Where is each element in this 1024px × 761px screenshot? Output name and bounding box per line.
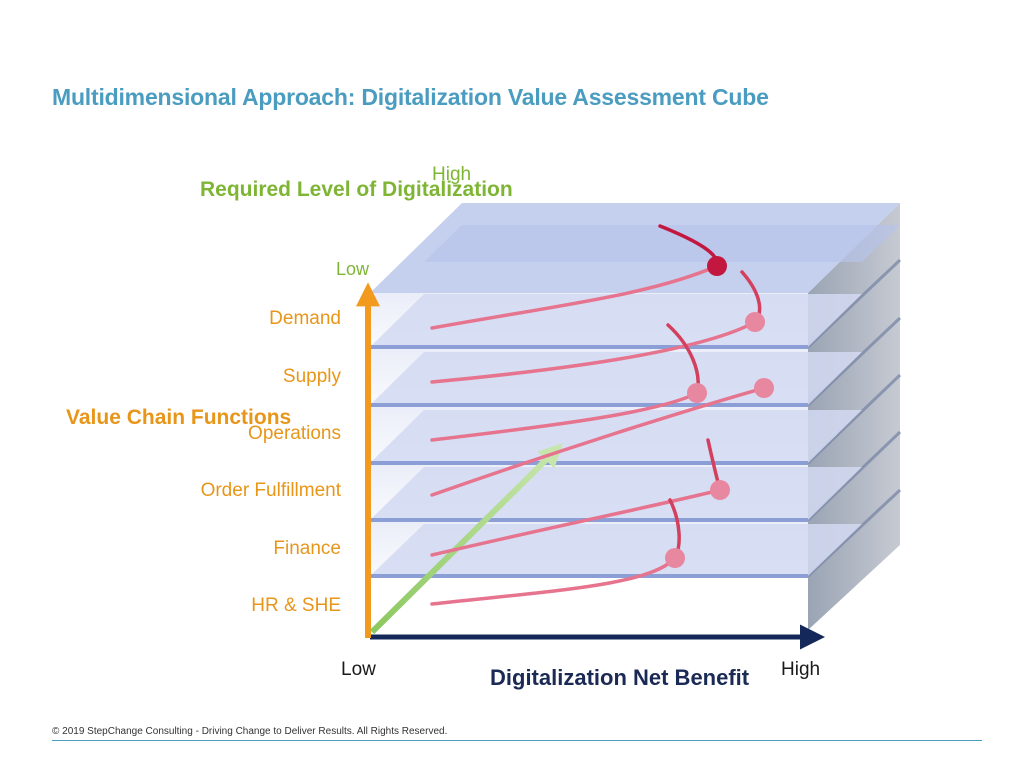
marker-order-fulfillment xyxy=(754,378,774,398)
curve-operations xyxy=(430,391,699,442)
side-layer-dividers xyxy=(806,258,902,578)
marker-hr-she xyxy=(665,548,685,568)
curve-hr-she xyxy=(430,556,677,606)
marker-supply xyxy=(745,312,765,332)
z-axis-arrow xyxy=(369,443,563,635)
value-chain-axis-title: Value Chain Functions xyxy=(66,406,292,429)
function-label-finance: Finance xyxy=(273,538,341,559)
layer-slab xyxy=(370,576,808,630)
function-label-hr-she: HR & SHE xyxy=(251,595,341,616)
top-layer-band xyxy=(424,225,900,262)
net-benefit-high-label: High xyxy=(781,659,821,680)
curve-supply xyxy=(430,320,757,384)
required-level-axis-title: Required Level of Digitalization xyxy=(200,178,513,201)
benefit-markers xyxy=(665,256,774,568)
page-title: Multidimensional Approach: Digitalizatio… xyxy=(52,84,769,110)
marker-finance xyxy=(710,480,730,500)
net-benefit-low-label: Low xyxy=(341,659,376,680)
required-level-low-label: Low xyxy=(336,259,370,279)
benefit-curves xyxy=(430,224,766,606)
function-label-operations: Operations xyxy=(248,423,341,444)
net-benefit-axis-title: Digitalization Net Benefit xyxy=(490,665,750,690)
curve-finance xyxy=(430,488,722,557)
marker-operations xyxy=(687,383,707,403)
function-label-order-fulfillment: Order Fulfillment xyxy=(200,480,341,501)
function-label-supply: Supply xyxy=(282,366,341,387)
curve-demand xyxy=(430,264,719,330)
function-label-demand: Demand xyxy=(269,308,341,329)
copyright-footer: © 2019 StepChange Consulting - Driving C… xyxy=(52,726,448,737)
required-level-high-label: High xyxy=(432,164,472,185)
layer-tops xyxy=(370,294,862,576)
footer-rule xyxy=(52,740,982,741)
curve-order-fulfillment xyxy=(430,386,766,497)
marker-demand xyxy=(707,256,727,276)
